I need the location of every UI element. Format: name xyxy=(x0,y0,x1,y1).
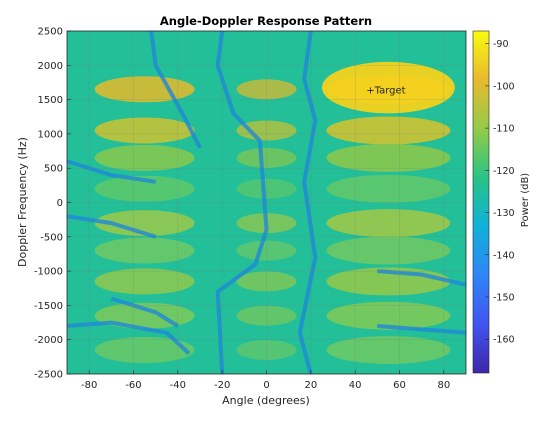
null-curve xyxy=(67,214,157,239)
colorbar-tick-label: -90 xyxy=(493,39,509,50)
x-tick-label: 0 xyxy=(263,380,269,391)
band-left xyxy=(94,237,195,264)
band-left xyxy=(94,76,195,103)
heatmap-bands xyxy=(94,61,455,364)
colorbar-ticks: -90 -100 -110 -120 -130 -140 -150 -160 xyxy=(485,39,515,346)
x-tick-label: 40 xyxy=(349,380,362,391)
y-tick-label: -2500 xyxy=(34,370,63,381)
colorbar-tick-label: -100 xyxy=(493,81,515,92)
colorbar-tick-label: -160 xyxy=(493,335,515,346)
y-tick-label: -2000 xyxy=(34,335,63,346)
colorbar-tick-label: -150 xyxy=(493,293,515,304)
x-tick-label: -40 xyxy=(170,380,186,391)
band-right xyxy=(326,174,451,203)
y-tick-label: 1000 xyxy=(38,129,63,140)
null-curve xyxy=(297,31,318,374)
grid-lines xyxy=(67,31,466,374)
heatmap-area xyxy=(67,31,466,374)
colorbar-tick-label: -130 xyxy=(493,208,515,219)
colorbar xyxy=(472,30,490,374)
null-curve xyxy=(149,31,202,149)
y-tick-label: 500 xyxy=(44,164,63,175)
band-right xyxy=(326,143,451,172)
colorbar-tick-label: -140 xyxy=(493,250,515,261)
chart-title: Angle-Doppler Response Pattern xyxy=(160,14,372,28)
y-tick-label: -500 xyxy=(40,232,63,243)
colorbar-tick-label: -120 xyxy=(493,166,515,177)
x-tick-label: -60 xyxy=(125,380,141,391)
band-right xyxy=(326,301,451,330)
x-tick-label: 60 xyxy=(393,380,406,391)
null-curve xyxy=(67,159,157,184)
y-tick-label: 1500 xyxy=(38,95,63,106)
y-tick-label: 2500 xyxy=(38,27,63,38)
band-left xyxy=(94,302,195,329)
y-tick-label: -1500 xyxy=(34,301,63,312)
band-left xyxy=(94,268,195,295)
x-tick-label: 20 xyxy=(304,380,317,391)
null-curve xyxy=(215,31,269,374)
band-left xyxy=(94,336,195,363)
colorbar-tick-label: -110 xyxy=(493,124,515,135)
band-right xyxy=(326,335,451,364)
target-annotation: +Target xyxy=(366,85,405,96)
y-tick-label: 2000 xyxy=(38,61,63,72)
null-curve xyxy=(377,269,466,287)
band-left xyxy=(94,144,195,171)
band-right xyxy=(326,209,451,238)
y-tick-label: -1000 xyxy=(34,267,63,278)
null-curve xyxy=(377,324,466,335)
y-axis: 2500 2000 1500 1000 500 0 -500 -1000 -1500 -2000 -… xyxy=(34,27,71,381)
colorbar-label: Power (dB) xyxy=(520,173,531,228)
band-left xyxy=(94,210,195,237)
band-left xyxy=(94,117,195,144)
x-axis-label: Angle (degrees) xyxy=(222,394,310,407)
x-tick-label: -20 xyxy=(214,380,230,391)
null-curve xyxy=(110,296,179,328)
band-right xyxy=(326,116,451,145)
band-right xyxy=(326,236,451,265)
x-tick-label: -80 xyxy=(81,380,97,391)
x-tick-label: 80 xyxy=(437,380,450,391)
colorbar-gradient xyxy=(472,30,490,374)
y-tick-label: 0 xyxy=(57,198,63,209)
band-left xyxy=(94,175,195,202)
y-axis-label: Doppler Frequency (Hz) xyxy=(16,137,29,267)
x-axis: -80 -60 -40 -20 0 20 40 60 80 xyxy=(81,370,450,391)
